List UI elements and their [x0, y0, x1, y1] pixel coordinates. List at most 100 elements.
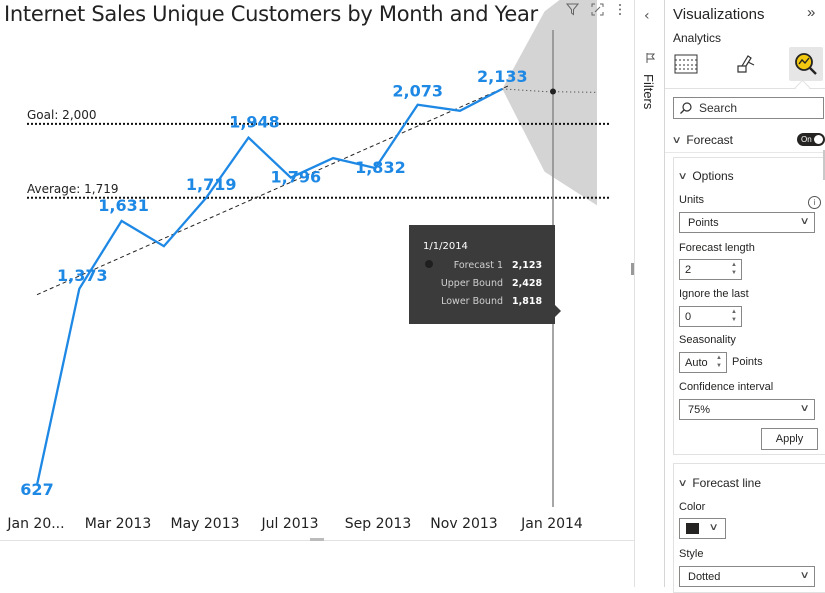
resize-handle-right[interactable]	[631, 263, 634, 275]
stepper-arrows-icon[interactable]: ▲ ▼	[731, 309, 737, 323]
chevron-left-icon[interactable]: ‹	[644, 8, 650, 24]
tab-format-visual[interactable]	[729, 47, 763, 81]
seasonality-label: Seasonality	[679, 334, 736, 346]
forecast-length-value: 2	[685, 263, 692, 276]
tooltip-legend-dot	[425, 260, 433, 268]
tooltip-title: 1/1/2014	[423, 241, 468, 252]
data-label: 1,796	[270, 168, 321, 187]
confidence-interval-dropdown[interactable]: 75% ∨	[679, 399, 815, 420]
chevron-down-icon: ∨	[677, 477, 688, 489]
forecast-line-header-label: Forecast line	[692, 476, 762, 490]
data-label: 2,133	[477, 67, 528, 86]
tooltip-row-value: 2,428	[512, 278, 542, 289]
forecast-confidence-band	[502, 0, 597, 206]
forecast-section-header[interactable]: ∨ Forecast	[671, 133, 734, 147]
resize-handle-bottom[interactable]	[310, 538, 324, 541]
filters-pane[interactable]: ‹ Filters	[634, 0, 665, 587]
options-header-label: Options	[692, 169, 734, 183]
table-grid-icon	[674, 54, 698, 74]
line-chart[interactable]: Goal: 2,000 Average: 1,719 627 1,373 1,631 1,…	[0, 0, 634, 541]
section-divider	[665, 152, 825, 153]
tooltip-row-value: 1,818	[512, 296, 542, 307]
chevron-down-icon: ∨	[671, 134, 682, 146]
reference-line-label: Goal: 2,000	[27, 108, 97, 122]
tab-build-visual[interactable]	[669, 47, 703, 81]
pane-subtitle: Analytics	[673, 31, 722, 45]
apply-button[interactable]: Apply	[761, 428, 818, 450]
forecast-toggle[interactable]: On	[797, 133, 825, 146]
focus-mode-icon[interactable]	[591, 3, 604, 16]
forecast-line-section-header[interactable]: ∨ Forecast line	[677, 476, 762, 490]
options-card: ∨ Options	[673, 157, 825, 455]
filter-flag-icon	[646, 53, 656, 63]
stepper-arrows-icon[interactable]: ▲ ▼	[716, 355, 722, 369]
tooltip-pointer	[555, 305, 561, 317]
style-value: Dotted	[688, 570, 721, 583]
ignore-last-value: 0	[685, 310, 692, 323]
chevron-down-icon: ∨	[799, 216, 810, 227]
visualizations-pane: Visualizations » Analytics Search ∨ Fo	[664, 0, 825, 593]
style-dropdown[interactable]: Dotted ∨	[679, 566, 815, 587]
x-axis-tick-label: Jan 20...	[6, 516, 64, 532]
search-icon	[680, 102, 692, 114]
forecast-length-label: Forecast length	[679, 242, 755, 254]
tooltip-row-name: Forecast 1	[454, 260, 503, 271]
units-label: Units	[679, 194, 705, 206]
filter-icon[interactable]	[566, 3, 579, 16]
ignore-last-stepper[interactable]: 0 ▲ ▼	[679, 306, 742, 327]
search-input[interactable]: Search	[673, 97, 824, 119]
x-axis-tick-label: Nov 2013	[430, 516, 497, 532]
ignore-last-label: Ignore the last	[679, 288, 749, 300]
x-axis-tick-label: Jan 2014	[520, 516, 583, 532]
toggle-state-label: On	[801, 135, 812, 144]
tab-indicator	[794, 79, 811, 96]
paintbrush-icon	[737, 55, 755, 73]
color-label: Color	[679, 501, 706, 513]
toggle-knob	[814, 135, 823, 144]
x-axis-tick-label: Mar 2013	[85, 516, 152, 532]
data-label: 2,073	[392, 82, 443, 101]
seasonality-units: Points	[732, 356, 763, 368]
trend-line	[36, 85, 509, 296]
forecast-point-marker	[550, 88, 556, 95]
color-swatch	[686, 523, 699, 534]
tooltip-box	[409, 225, 555, 324]
series-line	[35, 87, 503, 486]
reference-line-label: Average: 1,719	[27, 182, 119, 196]
analytics-magnifier-icon	[795, 53, 817, 75]
info-icon[interactable]: i	[808, 196, 821, 209]
chevron-down-icon: ∨	[708, 522, 719, 533]
data-label: 1,719	[186, 175, 237, 194]
scrollbar-thumb[interactable]	[823, 150, 825, 180]
forecast-length-stepper[interactable]: 2 ▲ ▼	[679, 259, 742, 280]
forecast-header-label: Forecast	[686, 133, 734, 147]
data-label: 1,373	[57, 266, 108, 285]
filters-label[interactable]: Filters	[641, 74, 656, 110]
x-axis-tick-label: Sep 2013	[345, 516, 411, 532]
units-value: Points	[688, 216, 719, 229]
units-dropdown[interactable]: Points ∨	[679, 212, 815, 233]
tooltip-row-name: Upper Bound	[441, 278, 503, 289]
stepper-arrows-icon[interactable]: ▲ ▼	[731, 262, 737, 276]
more-options-icon[interactable]	[617, 3, 623, 16]
confidence-interval-value: 75%	[688, 403, 711, 416]
seasonality-value: Auto	[685, 356, 708, 369]
data-label: 1,832	[355, 158, 406, 177]
style-label: Style	[679, 548, 704, 560]
data-label: 1,948	[229, 113, 280, 132]
chevron-down-icon: ∨	[799, 403, 810, 414]
expand-pane-icon[interactable]: »	[807, 4, 816, 21]
chevron-down-icon: ∨	[799, 570, 810, 581]
tooltip-row-value: 2,123	[512, 260, 542, 271]
data-label: 627	[20, 480, 53, 499]
chart-title: Internet Sales Unique Customers by Month…	[4, 2, 538, 26]
options-section-header[interactable]: ∨ Options	[677, 169, 734, 183]
color-picker[interactable]: ∨	[679, 518, 726, 539]
seasonality-stepper[interactable]: Auto ▲ ▼	[679, 352, 727, 373]
chevron-down-icon: ∨	[677, 170, 688, 182]
pane-title: Visualizations	[673, 6, 765, 23]
report-canvas: Goal: 2,000 Average: 1,719 627 1,373 1,631 1,…	[0, 0, 634, 541]
search-placeholder: Search	[699, 101, 738, 115]
tooltip-row-name: Lower Bound	[441, 296, 503, 307]
tab-analytics[interactable]	[789, 47, 823, 81]
